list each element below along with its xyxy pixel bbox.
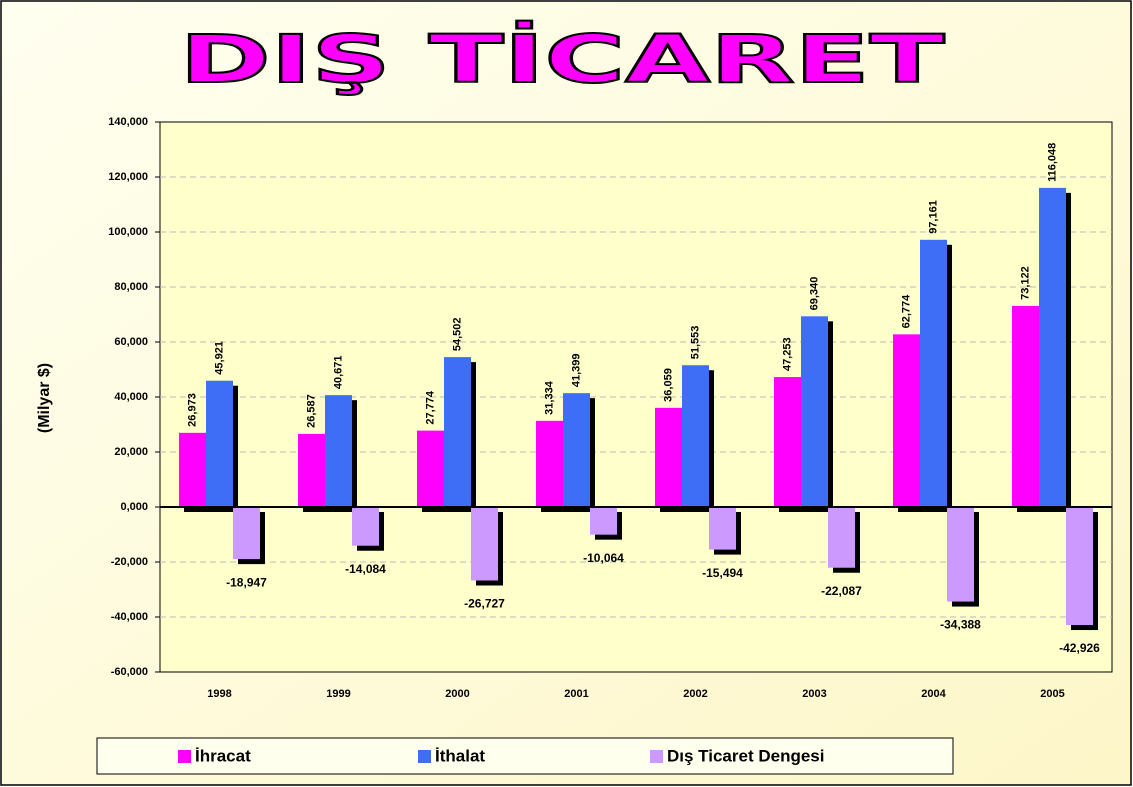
legend — [96, 737, 954, 775]
bar — [352, 507, 379, 546]
value-label: 116,048 — [1046, 143, 1058, 182]
bar — [774, 377, 801, 507]
bar — [417, 430, 444, 507]
value-label: -42,926 — [1059, 641, 1100, 655]
y-tick-label: 140,000 — [108, 116, 148, 128]
value-label: 27,774 — [424, 390, 436, 425]
bar — [947, 507, 974, 602]
bar — [536, 420, 563, 507]
value-label: 36,059 — [662, 368, 674, 402]
value-label: 54,502 — [451, 317, 463, 351]
bar — [563, 393, 590, 507]
legend-swatch — [650, 750, 663, 763]
legend-label: Dış Ticaret Dengesi — [667, 746, 824, 765]
legend-label: İthalat — [435, 746, 485, 765]
x-tick-label: 1998 — [207, 688, 231, 700]
value-label: 26,973 — [186, 393, 198, 427]
bar — [590, 507, 617, 535]
bar — [801, 316, 828, 507]
value-label: 97,161 — [927, 200, 939, 234]
value-label: 69,340 — [808, 277, 820, 311]
x-tick-label: 1999 — [326, 688, 350, 700]
x-tick-label: 2002 — [683, 688, 707, 700]
value-label: 31,334 — [543, 380, 555, 415]
x-tick-label: 2000 — [445, 688, 469, 700]
value-label: -14,084 — [345, 562, 386, 576]
legend-swatch — [418, 750, 431, 763]
x-tick-label: 2003 — [802, 688, 826, 700]
value-label: -18,947 — [226, 575, 267, 589]
bar — [233, 507, 260, 560]
x-tick-label: 2004 — [921, 688, 946, 700]
bar — [828, 507, 855, 568]
bar — [179, 432, 206, 507]
value-label: -26,727 — [464, 597, 505, 611]
y-tick-label: -40,000 — [111, 611, 148, 623]
value-label: 40,671 — [332, 355, 344, 389]
y-tick-label: -20,000 — [111, 556, 148, 568]
value-label: 47,253 — [781, 337, 793, 371]
bar — [1039, 187, 1066, 508]
bar — [709, 507, 736, 550]
y-tick-label: 80,000 — [114, 281, 148, 293]
bar — [1066, 507, 1093, 626]
y-tick-label: 60,000 — [114, 336, 148, 348]
y-axis-label: (Milyar $) — [36, 363, 53, 433]
value-label: -15,494 — [702, 566, 743, 580]
bar — [920, 239, 947, 507]
bar — [471, 507, 498, 581]
y-tick-label: 0,000 — [120, 501, 148, 513]
value-label: 41,399 — [570, 353, 582, 387]
value-label: 26,587 — [305, 394, 317, 428]
bar — [206, 380, 233, 507]
chart-title: DIŞ TİCARET — [180, 21, 945, 98]
bar — [444, 357, 471, 507]
value-label: -34,388 — [940, 618, 981, 632]
bar — [298, 433, 325, 507]
legend-swatch — [178, 750, 191, 763]
bar — [682, 365, 709, 507]
y-tick-label: 40,000 — [114, 391, 148, 403]
x-tick-label: 2001 — [564, 688, 588, 700]
bar — [893, 334, 920, 507]
y-tick-label: 100,000 — [108, 226, 148, 238]
value-label: 73,122 — [1019, 266, 1031, 300]
legend-label: İhracat — [195, 746, 251, 765]
value-label: -10,064 — [583, 551, 624, 565]
value-label: 62,774 — [900, 294, 912, 329]
bar — [1012, 305, 1039, 507]
x-tick-label: 2005 — [1040, 688, 1064, 700]
y-tick-label: 120,000 — [108, 171, 148, 183]
value-label: -22,087 — [821, 584, 862, 598]
bar — [655, 407, 682, 507]
bar — [325, 395, 352, 507]
value-label: 51,553 — [689, 326, 701, 360]
y-tick-label: 20,000 — [114, 446, 148, 458]
y-tick-label: -60,000 — [111, 666, 148, 678]
value-label: 45,921 — [213, 341, 225, 375]
